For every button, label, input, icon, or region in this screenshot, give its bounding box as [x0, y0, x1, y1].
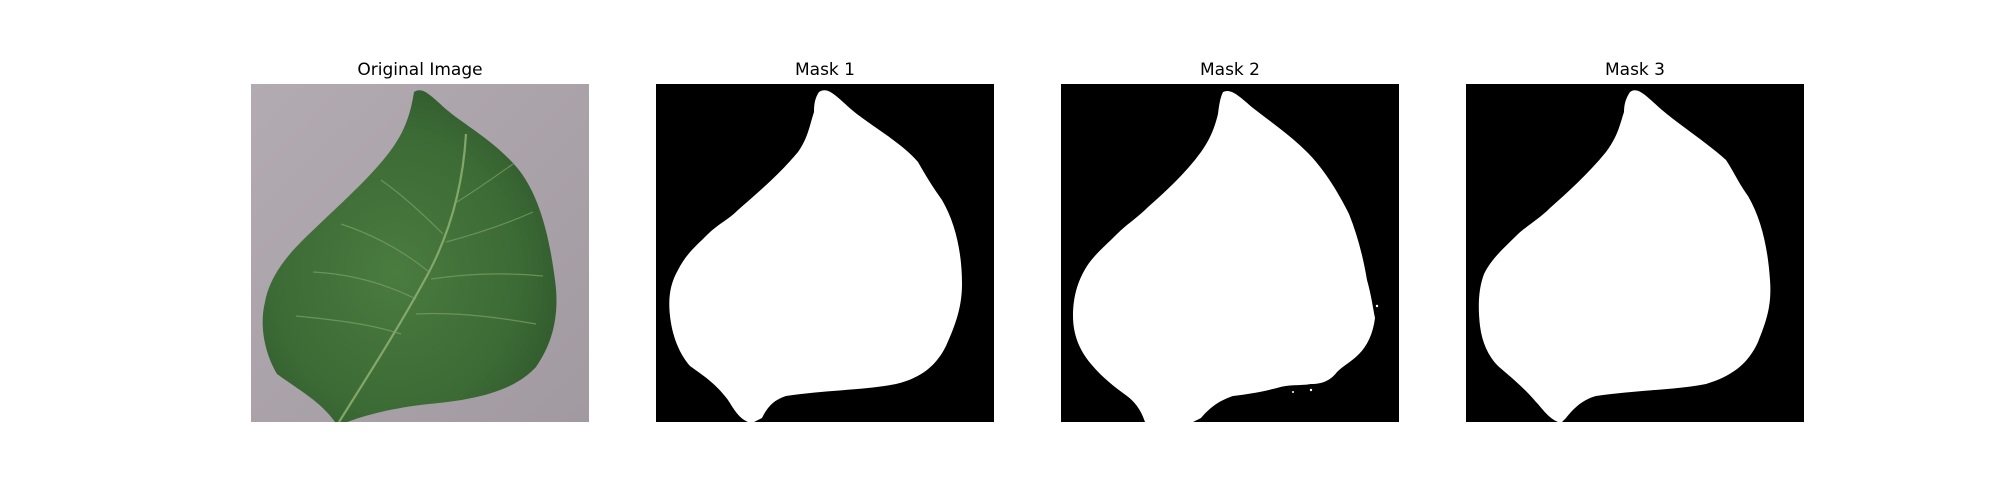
mask-noise	[1077, 154, 1379, 393]
mask-3-image	[1466, 84, 1804, 422]
leaf-midrib	[338, 133, 468, 422]
mask-1-image	[656, 84, 994, 422]
mask-2-image	[1061, 84, 1399, 422]
original-leaf-photo	[251, 84, 589, 422]
panel-original-image: Original Image	[251, 56, 589, 422]
leaf-veins	[295, 163, 544, 335]
panel-mask-1: Mask 1	[656, 56, 994, 422]
panel-title: Mask 2	[1199, 60, 1260, 80]
panel-mask-3: Mask 3	[1466, 56, 1804, 422]
leaf-shape	[262, 90, 557, 422]
mask-foreground	[1073, 91, 1375, 422]
mask-foreground	[1478, 90, 1771, 422]
panel-title: Original Image	[357, 60, 483, 80]
panel-mask-2: Mask 2	[1061, 56, 1399, 422]
panel-title: Mask 1	[794, 60, 855, 80]
mask-foreground	[669, 90, 962, 422]
panel-title: Mask 3	[1604, 60, 1665, 80]
